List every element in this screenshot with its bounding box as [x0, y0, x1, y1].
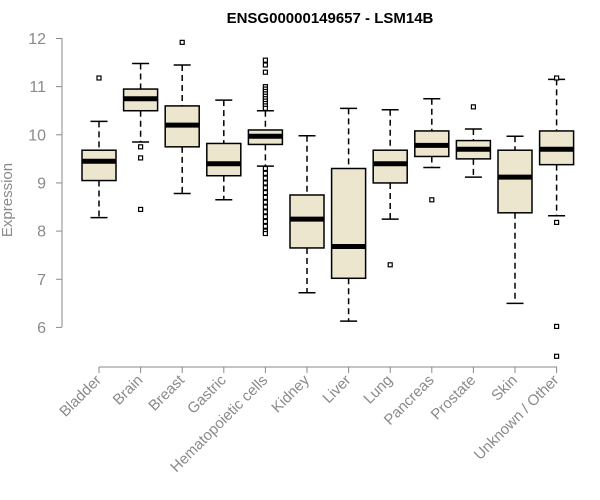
box-liver: [330, 107, 367, 322]
outlier-point: [262, 170, 268, 176]
y-tick-label: 11: [29, 79, 46, 96]
outlier-point: [553, 353, 560, 359]
outlier-point: [262, 230, 268, 237]
outlier-point: [262, 204, 268, 210]
outlier-point: [553, 323, 560, 330]
chart-title: ENSG00000149657 - LSM14B: [227, 10, 434, 27]
x-tick-label: Bladder: [56, 372, 105, 421]
box-iqr: [206, 142, 242, 177]
box-unknown-other: [538, 75, 575, 359]
x-tick-label: Brain: [110, 372, 147, 409]
outlier-point: [262, 165, 268, 172]
x-tick-label: Kidney: [268, 371, 313, 416]
x-tick-label: Lung: [360, 372, 396, 408]
x-tick-label: Liver: [319, 372, 354, 407]
box-iqr: [81, 149, 117, 182]
box-kidney: [289, 135, 325, 294]
y-axis-label: Expression: [0, 163, 16, 237]
box-gastric: [206, 99, 242, 201]
outlier-point: [262, 180, 268, 186]
y-tick-label: 12: [28, 31, 46, 48]
y-tick-label: 7: [37, 272, 46, 289]
box-iqr: [330, 167, 367, 280]
outlier-point: [262, 223, 268, 229]
x-tick-label: Prostate: [428, 372, 480, 424]
y-tick-label: 6: [37, 320, 46, 337]
y-tick-label: 10: [28, 127, 46, 144]
outlier-point: [262, 175, 268, 181]
outlier-point: [262, 209, 268, 215]
box-lung: [372, 109, 408, 268]
outlier-point: [262, 105, 268, 111]
y-tick-label: 9: [37, 175, 46, 192]
x-tick-label: Skin: [488, 372, 521, 405]
box-skin: [497, 135, 533, 305]
outlier-point: [262, 199, 268, 205]
outlier-point: [429, 197, 435, 203]
box-pancreas: [414, 97, 450, 203]
outlier-point: [262, 214, 268, 220]
outlier-point: [262, 194, 268, 200]
outlier-point: [138, 144, 144, 150]
outlier-point: [179, 39, 185, 45]
box-bladder: [81, 75, 117, 219]
box-prostate: [455, 104, 492, 178]
x-tick-label: Breast: [145, 371, 188, 414]
outlier-point: [262, 57, 268, 63]
box-breast: [164, 39, 200, 195]
outlier-point: [387, 262, 393, 268]
outlier-point: [96, 75, 102, 81]
y-axis-ticks: 6 7 8 9 10 11 12: [28, 31, 62, 337]
box-series: [81, 39, 575, 359]
outlier-point: [262, 189, 268, 196]
outlier-point: [470, 104, 476, 110]
outlier-point: [262, 218, 268, 225]
box-iqr: [372, 149, 408, 184]
box-brain: [122, 62, 159, 213]
outlier-point: [553, 219, 560, 226]
outlier-point: [138, 206, 144, 213]
y-tick-label: 8: [37, 224, 46, 241]
outlier-point: [553, 75, 560, 81]
box-iqr: [497, 149, 533, 214]
outlier-point: [138, 155, 144, 161]
box-hematopoietic-cells: [247, 57, 284, 237]
outlier-point: [262, 62, 268, 68]
outlier-point: [262, 69, 268, 75]
outlier-point: [262, 185, 268, 191]
